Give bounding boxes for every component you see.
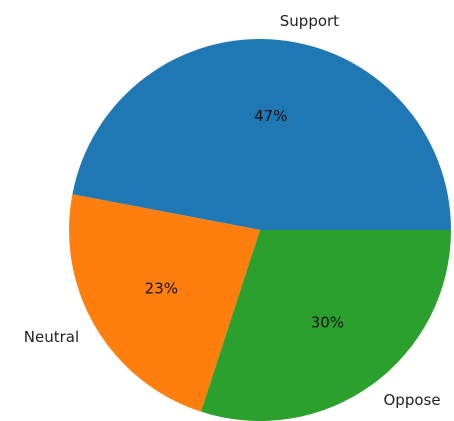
pie-slice-support [72, 38, 452, 230]
percent-label-neutral: 23% [145, 279, 178, 297]
pie-slices [69, 38, 452, 421]
category-labels: Support Neutral Oppose [24, 12, 441, 409]
pie-slice-oppose [200, 230, 451, 421]
category-label-oppose: Oppose [383, 391, 440, 409]
pie-slice-neutral [69, 194, 260, 412]
category-label-support: Support [280, 12, 339, 30]
percent-label-oppose: 30% [311, 314, 344, 332]
category-label-neutral: Neutral [24, 328, 79, 346]
percent-label-support: 47% [254, 107, 287, 125]
percent-labels: 47% 23% 30% [145, 107, 344, 332]
